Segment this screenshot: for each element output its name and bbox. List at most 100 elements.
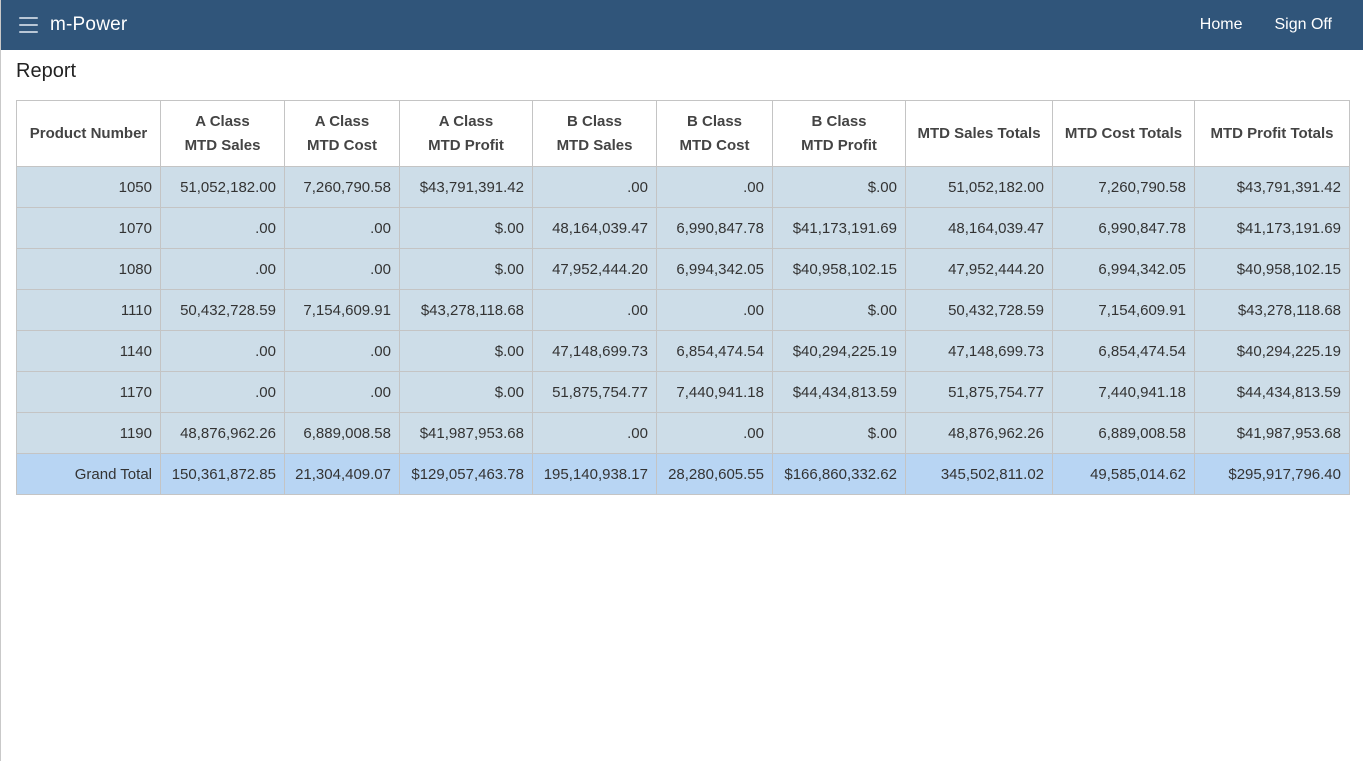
- table-cell: 6,994,342.05: [656, 248, 773, 290]
- column-header[interactable]: B Class MTD Sales: [532, 100, 657, 167]
- column-header-label: MTD Cost: [679, 136, 750, 154]
- table-cell: $40,958,102.15: [772, 248, 906, 290]
- table-cell: $41,173,191.69: [772, 207, 906, 249]
- column-header[interactable]: A Class MTD Profit: [399, 100, 533, 167]
- table-cell: 6,990,847.78: [1052, 207, 1195, 249]
- table-cell: $41,987,953.68: [399, 412, 533, 454]
- nav-links: Home Sign Off: [1200, 0, 1363, 50]
- grand-total-cell: 49,585,014.62: [1052, 453, 1195, 495]
- column-header-label: B Class: [686, 112, 743, 130]
- grand-total-cell: $129,057,463.78: [399, 453, 533, 495]
- table-cell: 51,052,182.00: [905, 166, 1053, 208]
- table-cell: 6,854,474.54: [656, 330, 773, 372]
- table-cell: $.00: [772, 166, 906, 208]
- column-header[interactable]: Product Number: [16, 100, 161, 167]
- column-header-label: MTD Profit: [801, 136, 877, 154]
- column-header[interactable]: MTD Sales Totals: [905, 100, 1053, 167]
- table-row: 1050 51,052,182.00 7,260,790.58 $43,791,391…: [16, 166, 1350, 208]
- column-header-label: MTD Sales: [184, 136, 261, 154]
- table-cell: 7,440,941.18: [1052, 371, 1195, 413]
- table-cell: .00: [160, 371, 285, 413]
- table-cell: 47,952,444.20: [905, 248, 1053, 290]
- report-table: Product Number A Class MTD Sales A Class MTD…: [16, 100, 1350, 495]
- table-cell: 6,854,474.54: [1052, 330, 1195, 372]
- table-cell: $41,173,191.69: [1194, 207, 1350, 249]
- table-cell: 48,876,962.26: [160, 412, 285, 454]
- table-cell: 1070: [16, 207, 161, 249]
- column-header[interactable]: B Class MTD Cost: [656, 100, 773, 167]
- table-cell: .00: [656, 166, 773, 208]
- table-cell: $44,434,813.59: [1194, 371, 1350, 413]
- table-cell: $.00: [399, 371, 533, 413]
- table-cell: 1080: [16, 248, 161, 290]
- grand-total-row: Grand Total 150,361,872.85 21,304,409.07 $1…: [16, 453, 1350, 495]
- table-cell: 47,952,444.20: [532, 248, 657, 290]
- sign-off-link[interactable]: Sign Off: [1274, 16, 1332, 33]
- table-cell: 1170: [16, 371, 161, 413]
- column-header-label: A Class: [438, 112, 494, 130]
- column-header-label: MTD Sales Totals: [917, 124, 1041, 142]
- table-cell: 7,260,790.58: [1052, 166, 1195, 208]
- table-cell: $.00: [399, 248, 533, 290]
- table-row: 1070.00.00 $.00 48,164,039.47 6,990,847.78 $…: [16, 207, 1350, 249]
- table-row: 1140.00.00 $.00 47,148,699.73 6,854,474.54 $…: [16, 330, 1350, 372]
- grand-total-label: Grand Total: [16, 453, 161, 495]
- column-header-label: B Class: [566, 112, 623, 130]
- table-cell: $.00: [399, 207, 533, 249]
- grand-total-cell: 150,361,872.85: [160, 453, 285, 495]
- table-cell: .00: [284, 248, 400, 290]
- table-cell: $43,791,391.42: [399, 166, 533, 208]
- table-cell: 1140: [16, 330, 161, 372]
- table-cell: 1050: [16, 166, 161, 208]
- column-header-label: MTD Profit Totals: [1210, 124, 1334, 142]
- table-cell: .00: [532, 166, 657, 208]
- table-cell: .00: [284, 207, 400, 249]
- table-cell: .00: [160, 330, 285, 372]
- column-header[interactable]: A Class MTD Cost: [284, 100, 400, 167]
- table-cell: 51,875,754.77: [905, 371, 1053, 413]
- table-cell: 51,052,182.00: [160, 166, 285, 208]
- table-cell: $41,987,953.68: [1194, 412, 1350, 454]
- table-cell: 6,889,008.58: [284, 412, 400, 454]
- table-cell: .00: [656, 289, 773, 331]
- table-cell: $.00: [772, 289, 906, 331]
- table-header-row: Product Number A Class MTD Sales A Class MTD…: [16, 100, 1350, 167]
- table-cell: 51,875,754.77: [532, 371, 657, 413]
- column-header-label: A Class: [314, 112, 370, 130]
- table-row: 1190 48,876,962.26 6,889,008.58 $41,987,953…: [16, 412, 1350, 454]
- table-cell: .00: [160, 248, 285, 290]
- table-cell: $43,278,118.68: [399, 289, 533, 331]
- table-body: 1050 51,052,182.00 7,260,790.58 $43,791,391…: [16, 166, 1350, 495]
- table-cell: .00: [532, 289, 657, 331]
- table-cell: 7,440,941.18: [656, 371, 773, 413]
- table-cell: .00: [284, 371, 400, 413]
- table-cell: $40,294,225.19: [1194, 330, 1350, 372]
- table-cell: 6,994,342.05: [1052, 248, 1195, 290]
- column-header[interactable]: B Class MTD Profit: [772, 100, 906, 167]
- column-header[interactable]: A Class MTD Sales: [160, 100, 285, 167]
- home-link[interactable]: Home: [1199, 16, 1243, 33]
- table-cell: 1190: [16, 412, 161, 454]
- column-header-label: MTD Cost Totals: [1064, 124, 1183, 142]
- table-cell: 50,432,728.59: [160, 289, 285, 331]
- column-header-label: MTD Sales: [556, 136, 633, 154]
- column-header[interactable]: MTD Profit Totals: [1194, 100, 1350, 167]
- hamburger-menu-icon[interactable]: [19, 17, 38, 33]
- table-cell: .00: [160, 207, 285, 249]
- column-header-label: Product Number: [29, 124, 148, 142]
- column-header[interactable]: MTD Cost Totals: [1052, 100, 1195, 167]
- table-cell: 48,876,962.26: [905, 412, 1053, 454]
- table-cell: .00: [532, 412, 657, 454]
- grand-total-cell: 21,304,409.07: [284, 453, 400, 495]
- column-header-label: MTD Profit: [428, 136, 504, 154]
- table-cell: .00: [656, 412, 773, 454]
- table-cell: 7,154,609.91: [284, 289, 400, 331]
- grand-total-cell: $166,860,332.62: [772, 453, 906, 495]
- table-cell: 6,990,847.78: [656, 207, 773, 249]
- app-title[interactable]: m-Power: [50, 14, 128, 35]
- column-header-label: B Class: [811, 112, 867, 130]
- table-cell: 7,154,609.91: [1052, 289, 1195, 331]
- table-cell: 47,148,699.73: [905, 330, 1053, 372]
- table-cell: $43,278,118.68: [1194, 289, 1350, 331]
